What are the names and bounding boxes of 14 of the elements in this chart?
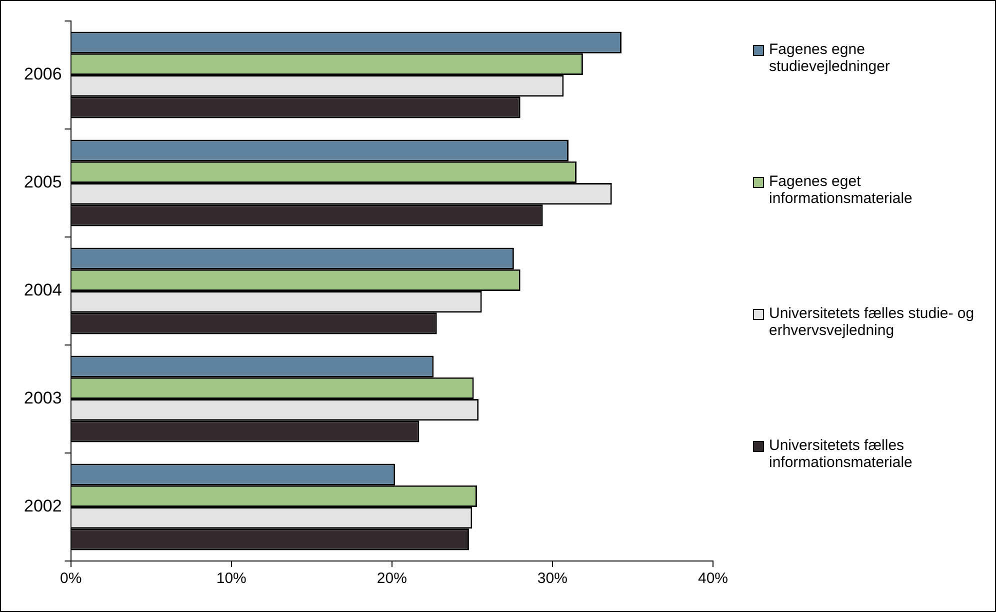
y-tick-label: 2004	[24, 280, 62, 300]
x-tick-label: 30%	[537, 570, 568, 588]
y-tick-label: 2003	[24, 388, 62, 408]
x-tick-label: 40%	[698, 570, 728, 588]
y-tick-label: 2002	[24, 496, 62, 516]
legend-label: Universitetets fælles studie- og erhvervsvejledning	[769, 305, 976, 339]
x-tick-label: 0%	[60, 570, 82, 588]
x-tick-label: 20%	[376, 570, 407, 588]
legend-label: Universitetets fælles informationsmateriale	[769, 437, 914, 471]
y-tick-label: 2005	[24, 172, 62, 192]
legend-label: Fagenes egne studievejledninger	[769, 41, 891, 75]
y-tick-label: 2006	[24, 64, 62, 84]
legend-label: Fagenes eget informationsmateriale	[769, 173, 914, 207]
x-tick-label: 10%	[216, 570, 246, 588]
